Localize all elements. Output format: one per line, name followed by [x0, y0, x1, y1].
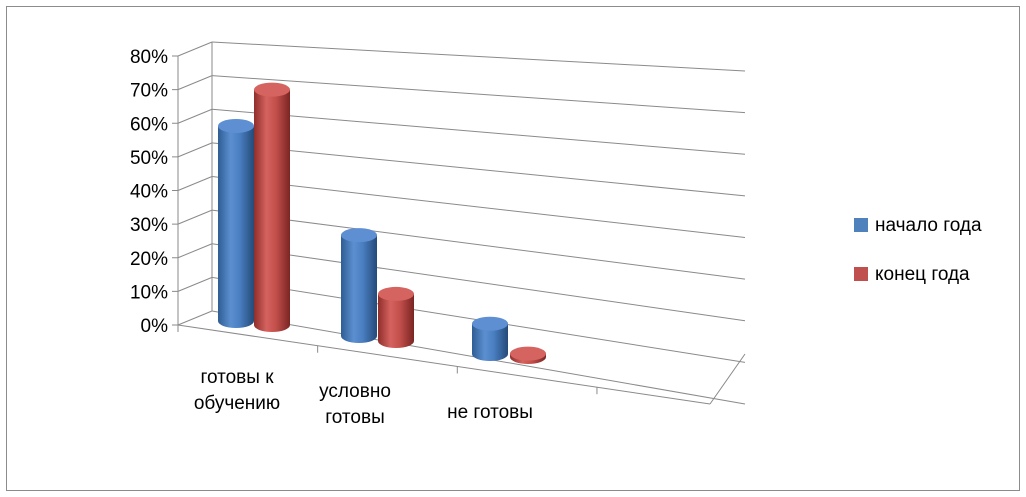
- legend-swatch: [854, 267, 868, 281]
- bar: [510, 346, 546, 364]
- legend-entry: конец года: [854, 264, 970, 285]
- bar: [472, 316, 508, 361]
- gridline-side: [177, 108, 213, 124]
- bar-body: [341, 235, 377, 343]
- bar: [378, 286, 414, 348]
- y-tick-label: 10%: [130, 282, 168, 303]
- bar-top: [254, 82, 290, 97]
- bar-body: [472, 323, 508, 361]
- legend-label: начало года: [875, 215, 982, 236]
- legend-label: конец года: [875, 264, 970, 285]
- bars: [218, 82, 546, 364]
- x-tick-label: готовы к: [200, 367, 274, 388]
- gridline: [211, 243, 746, 322]
- legend-entry: начало года: [854, 215, 982, 236]
- floor-edge: [709, 353, 746, 405]
- legend: начало года конец года: [854, 215, 982, 285]
- x-axis-line: [177, 324, 711, 405]
- gridline: [211, 41, 746, 72]
- x-tick-label: не готовы: [447, 402, 533, 423]
- x-axis: готовы к обучению условно готовы не готовы: [177, 324, 711, 428]
- bar-top: [510, 346, 546, 361]
- x-tick-label: условно: [319, 381, 391, 402]
- bar-top: [341, 228, 377, 243]
- bar: [341, 228, 377, 343]
- y-tick-label: 70%: [130, 81, 168, 102]
- bar-top: [472, 316, 508, 331]
- y-tick-label: 40%: [130, 182, 168, 203]
- y-tick-label: 50%: [130, 148, 168, 169]
- bar-top: [218, 118, 254, 133]
- gridline: [211, 209, 746, 280]
- bar-body: [254, 89, 290, 332]
- gridline-side: [177, 75, 213, 91]
- gridline-side: [177, 209, 213, 225]
- legend-swatch: [854, 218, 868, 232]
- gridline-side: [177, 310, 213, 326]
- gridline-side: [177, 176, 213, 191]
- y-axis: 0% 10% 20% 30% 40% 50% 60% 70% 80%: [130, 47, 179, 337]
- gridline: [211, 108, 746, 155]
- x-tick-label: обучению: [194, 393, 280, 414]
- gridline: [211, 75, 746, 114]
- y-tick-label: 60%: [130, 114, 168, 135]
- gridline-side: [177, 276, 213, 292]
- chart-frame: [6, 6, 1020, 491]
- gridline: [211, 176, 746, 238]
- gridline: [211, 142, 746, 197]
- gridline-side: [177, 41, 213, 57]
- bar: [254, 82, 290, 332]
- bar-body: [378, 293, 414, 348]
- x-tick-label: готовы: [325, 407, 384, 428]
- y-tick-label: 30%: [130, 215, 168, 236]
- gridline-side: [177, 142, 213, 158]
- bar-top: [378, 286, 414, 301]
- y-tick-label: 0%: [141, 316, 169, 337]
- bar: [218, 118, 254, 328]
- gridline-side: [177, 243, 213, 259]
- plot-walls: [177, 41, 746, 405]
- y-tick-label: 20%: [130, 249, 168, 270]
- bar-body: [218, 125, 254, 328]
- y-tick-label: 80%: [130, 47, 168, 68]
